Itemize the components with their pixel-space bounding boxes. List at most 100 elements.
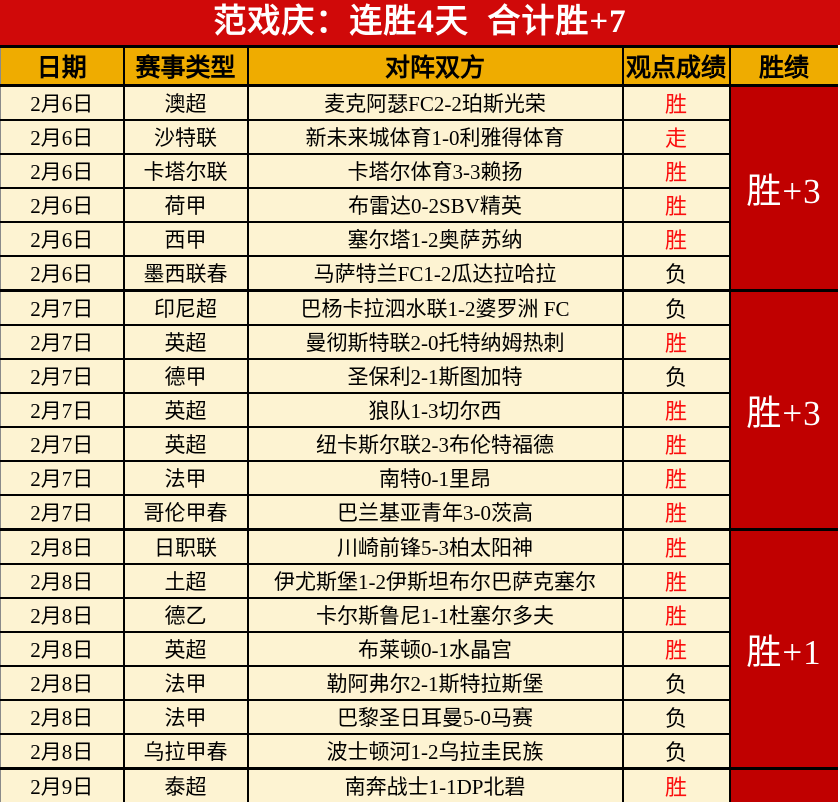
- date-cell: 2月7日: [0, 324, 125, 360]
- date-cell: 2月8日: [0, 597, 125, 633]
- match-cell: 伊尤斯堡1-2伊斯坦布尔巴萨克塞尔: [246, 563, 624, 599]
- result-cell: 负: [621, 358, 731, 394]
- table-row: 2月7日 印尼超 巴杨卡拉泗水联1-2婆罗洲 FC 负胜+3: [0, 289, 838, 531]
- date-cell: 2月8日: [0, 563, 125, 599]
- col-header-result: 观点成绩: [621, 45, 731, 87]
- table-row: 2月8日 乌拉甲春 波士顿河1-2乌拉圭民族负: [0, 733, 838, 770]
- match-cell: 波士顿河1-2乌拉圭民族: [246, 733, 624, 770]
- date-cell: 2月7日: [0, 426, 125, 462]
- header-row: 日期 赛事类型 对阵双方 观点成绩 胜绩: [0, 45, 838, 87]
- match-cell: 圣保利2-1斯图加特: [246, 358, 624, 394]
- league-cell: 土超: [122, 563, 249, 599]
- date-cell: 2月7日: [0, 392, 125, 428]
- result-cell: 胜: [621, 494, 731, 531]
- league-cell: 澳超: [122, 84, 249, 121]
- league-cell: 英超: [122, 631, 249, 667]
- result-cell: 负: [621, 699, 731, 735]
- table-row: 2月8日 日职联 川崎前锋5-3柏太阳神胜胜+1: [0, 528, 838, 770]
- date-cell: 2月6日: [0, 255, 125, 292]
- date-cell: 2月6日: [0, 187, 125, 223]
- match-cell: 卡尔斯鲁尼1-1杜塞尔多夫: [246, 597, 624, 633]
- result-cell: 负: [621, 733, 731, 770]
- league-cell: 德乙: [122, 597, 249, 633]
- date-cell: 2月8日: [0, 699, 125, 735]
- result-cell: 胜: [621, 631, 731, 667]
- league-cell: 荷甲: [122, 187, 249, 223]
- match-cell: 布雷达0-2SBV精英: [246, 187, 624, 223]
- result-cell: 胜: [621, 392, 731, 428]
- match-cell: 新未来城体育1-0利雅得体育: [246, 119, 624, 155]
- table-row: 2月6日 卡塔尔联 卡塔尔体育3-3赖扬胜: [0, 153, 838, 189]
- date-cell: 2月6日: [0, 119, 125, 155]
- table-row: 2月8日 英超 布莱顿0-1水晶宫胜: [0, 631, 838, 667]
- table-row: 2月8日 德乙 卡尔斯鲁尼1-1杜塞尔多夫胜: [0, 597, 838, 633]
- league-cell: 法甲: [122, 699, 249, 735]
- date-cell: 2月7日: [0, 494, 125, 531]
- table-row: 2月7日 哥伦甲春 巴兰基亚青年3-0茨高胜: [0, 494, 838, 531]
- result-cell: 胜: [621, 460, 731, 496]
- result-cell: 走: [621, 119, 731, 155]
- league-cell: 法甲: [122, 460, 249, 496]
- table-row: 2月8日 法甲 勒阿弗尔2-1斯特拉斯堡负: [0, 665, 838, 701]
- match-cell: 塞尔塔1-2奥萨苏纳: [246, 221, 624, 257]
- table-row: 2月7日 英超 狼队1-3切尔西胜: [0, 392, 838, 428]
- league-cell: 泰超: [122, 767, 249, 802]
- date-cell: 2月7日: [0, 460, 125, 496]
- result-cell: 胜: [621, 84, 731, 121]
- table-row: 2月7日 英超 纽卡斯尔联2-3布伦特福德胜: [0, 426, 838, 462]
- table-row: 2月6日 西甲 塞尔塔1-2奥萨苏纳胜: [0, 221, 838, 257]
- col-header-summary: 胜绩: [728, 45, 838, 87]
- group-summary-cell: 胜+0: [728, 767, 838, 802]
- table-row: 2月7日 法甲 南特0-1里昂胜: [0, 460, 838, 496]
- match-cell: 勒阿弗尔2-1斯特拉斯堡: [246, 665, 624, 701]
- result-cell: 胜: [621, 153, 731, 189]
- date-cell: 2月8日: [0, 665, 125, 701]
- match-cell: 南特0-1里昂: [246, 460, 624, 496]
- date-cell: 2月8日: [0, 528, 125, 565]
- date-cell: 2月6日: [0, 84, 125, 121]
- match-cell: 巴兰基亚青年3-0茨高: [246, 494, 624, 531]
- result-cell: 胜: [621, 528, 731, 565]
- group-summary-cell: 胜+1: [728, 528, 838, 770]
- match-cell: 巴杨卡拉泗水联1-2婆罗洲 FC: [246, 289, 624, 326]
- match-cell: 狼队1-3切尔西: [246, 392, 624, 428]
- league-cell: 英超: [122, 392, 249, 428]
- league-cell: 印尼超: [122, 289, 249, 326]
- result-cell: 胜: [621, 597, 731, 633]
- table-row: 2月8日 法甲 巴黎圣日耳曼5-0马赛负: [0, 699, 838, 735]
- result-cell: 负: [621, 665, 731, 701]
- table-row: 2月6日 荷甲 布雷达0-2SBV精英胜: [0, 187, 838, 223]
- table-row: 2月7日 英超 曼彻斯特联2-0托特纳姆热刺胜: [0, 324, 838, 360]
- result-cell: 胜: [621, 767, 731, 802]
- league-cell: 西甲: [122, 221, 249, 257]
- league-cell: 哥伦甲春: [122, 494, 249, 531]
- results-table: 日期 赛事类型 对阵双方 观点成绩 胜绩 2月6日 澳超 麦克阿瑟FC2-2珀斯光荣…: [0, 45, 838, 802]
- date-cell: 2月6日: [0, 153, 125, 189]
- match-cell: 卡塔尔体育3-3赖扬: [246, 153, 624, 189]
- match-cell: 川崎前锋5-3柏太阳神: [246, 528, 624, 565]
- match-cell: 马萨特兰FC1-2瓜达拉哈拉: [246, 255, 624, 292]
- result-cell: 负: [621, 289, 731, 326]
- league-cell: 墨西联春: [122, 255, 249, 292]
- result-cell: 负: [621, 255, 731, 292]
- league-cell: 日职联: [122, 528, 249, 565]
- league-cell: 卡塔尔联: [122, 153, 249, 189]
- result-cell: 胜: [621, 324, 731, 360]
- league-cell: 法甲: [122, 665, 249, 701]
- page-title: 范戏庆：连胜4天 合计胜+7: [0, 0, 840, 45]
- match-cell: 纽卡斯尔联2-3布伦特福德: [246, 426, 624, 462]
- league-cell: 德甲: [122, 358, 249, 394]
- date-cell: 2月9日: [0, 767, 125, 802]
- result-cell: 胜: [621, 221, 731, 257]
- col-header-date: 日期: [0, 45, 125, 87]
- group-summary-cell: 胜+3: [728, 84, 838, 292]
- league-cell: 英超: [122, 426, 249, 462]
- match-cell: 布莱顿0-1水晶宫: [246, 631, 624, 667]
- match-cell: 麦克阿瑟FC2-2珀斯光荣: [246, 84, 624, 121]
- date-cell: 2月7日: [0, 358, 125, 394]
- league-cell: 乌拉甲春: [122, 733, 249, 770]
- table-row: 2月6日 澳超 麦克阿瑟FC2-2珀斯光荣胜胜+3: [0, 84, 838, 292]
- date-cell: 2月6日: [0, 221, 125, 257]
